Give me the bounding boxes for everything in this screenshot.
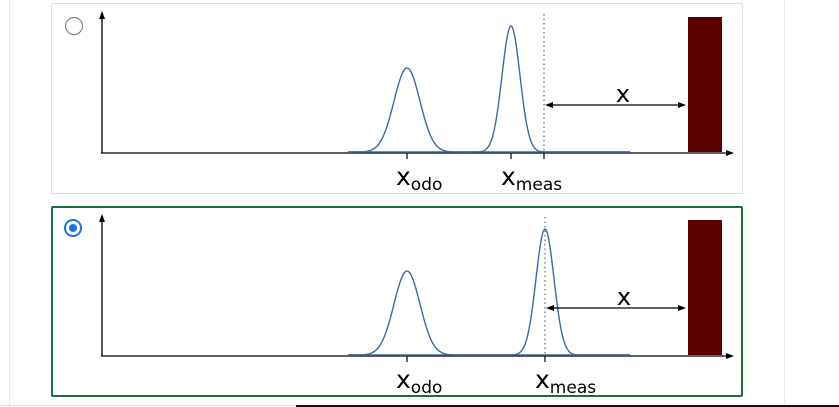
page-edge-left <box>9 0 10 407</box>
option-a-figure: x xodo xmeas <box>99 11 734 195</box>
meas-label: xmeas <box>535 365 596 398</box>
x-axis-arrowhead <box>726 150 734 156</box>
odo-label-subscript: odo <box>411 378 443 398</box>
meas-label-subscript: meas <box>516 175 562 195</box>
distance-arrowhead-right <box>678 305 686 311</box>
distance-arrowhead-left <box>546 305 554 311</box>
radio-button-option-a[interactable] <box>65 17 83 35</box>
meas-label-subscript: meas <box>550 378 596 398</box>
meas-label-main: x <box>501 162 516 191</box>
y-axis-arrowhead <box>99 214 105 222</box>
meas-label: xmeas <box>501 162 562 195</box>
meas-label-main: x <box>535 365 550 394</box>
radio-button-option-b[interactable] <box>64 219 82 237</box>
measurement-distribution-curve <box>348 228 630 356</box>
footer-bar <box>296 405 839 407</box>
odo-label-main: x <box>396 162 411 191</box>
option-b-figure: x xodo xmeas <box>99 214 734 398</box>
answer-option-b[interactable]: x xodo xmeas <box>51 206 743 398</box>
distance-arrowhead-right <box>678 102 686 108</box>
odometry-distribution-curve <box>348 270 630 356</box>
odo-label-main: x <box>396 365 411 394</box>
wall-obstacle <box>688 17 722 152</box>
page-edge-right <box>784 0 785 407</box>
odometry-distribution-curve <box>348 67 630 153</box>
measurement-distribution-curve <box>348 25 630 153</box>
distance-arrowhead-left <box>545 102 553 108</box>
y-axis-arrowhead <box>99 11 105 19</box>
answer-option-a[interactable]: x xodo xmeas <box>51 3 743 195</box>
distance-label: x <box>617 283 631 311</box>
odo-label: xodo <box>396 162 442 195</box>
x-axis-arrowhead <box>726 353 734 359</box>
odo-label-subscript: odo <box>411 175 443 195</box>
wall-obstacle <box>688 220 722 355</box>
distance-label: x <box>616 80 630 108</box>
odo-label: xodo <box>396 365 442 398</box>
